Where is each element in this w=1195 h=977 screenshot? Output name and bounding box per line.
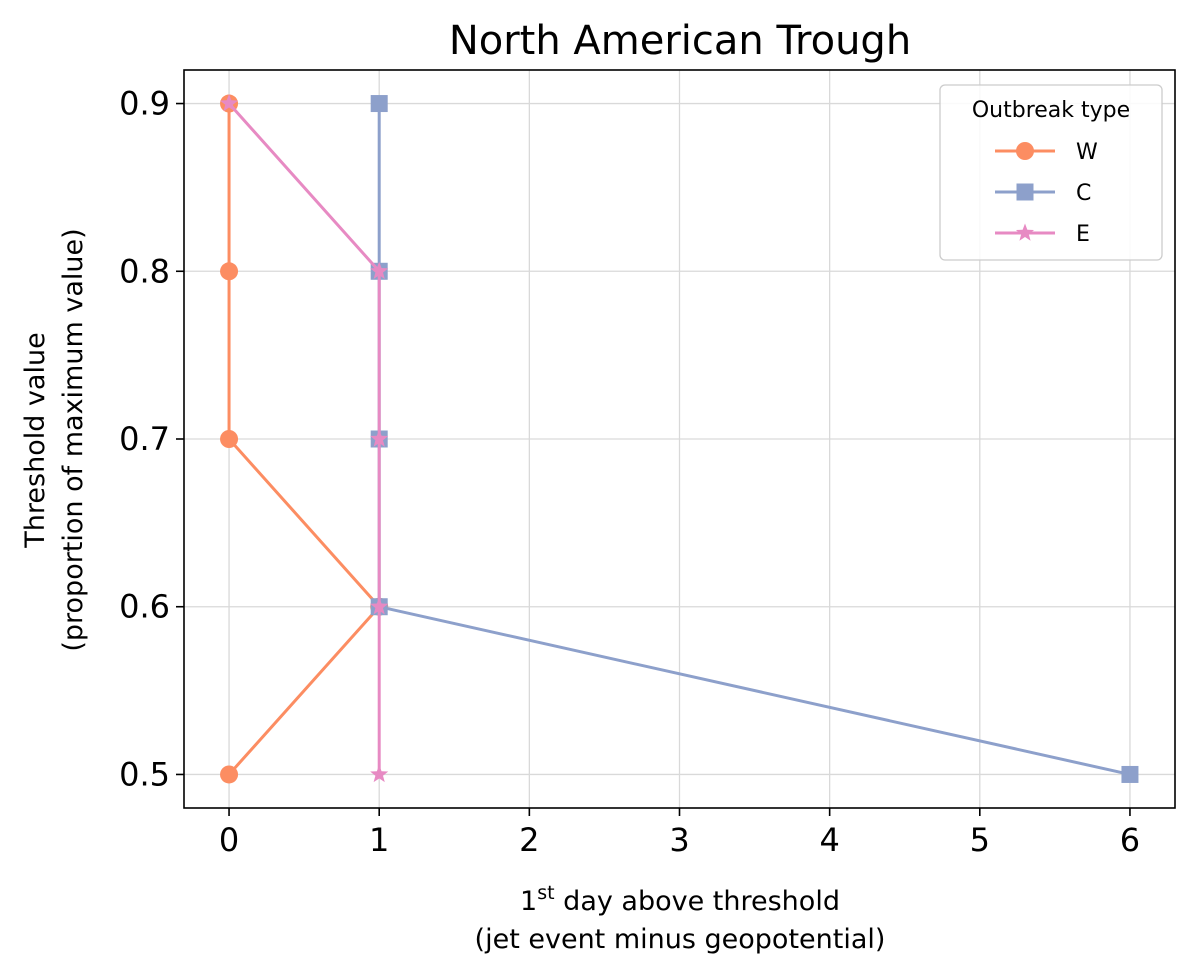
legend-entry-W: W bbox=[995, 140, 1098, 165]
x-tick-label: 2 bbox=[519, 821, 539, 859]
y-tick-label: 0.7 bbox=[119, 420, 170, 458]
x-axis-ticks: 0 1 2 3 4 5 6 bbox=[219, 808, 1140, 859]
legend-marker bbox=[1015, 223, 1035, 241]
x-tick-label: 3 bbox=[669, 821, 689, 859]
legend: Outbreak type WCE bbox=[939, 84, 1163, 261]
legend-label: E bbox=[1076, 222, 1090, 247]
x-tick-label: 1 bbox=[369, 821, 389, 859]
data-point-W bbox=[220, 430, 239, 448]
x-tick-label: 0 bbox=[219, 821, 239, 859]
data-point-W bbox=[220, 262, 239, 281]
data-point-E bbox=[370, 597, 389, 615]
legend-title: Outbreak type bbox=[972, 98, 1130, 123]
data-point-E bbox=[220, 94, 239, 112]
legend-marker bbox=[1016, 183, 1034, 201]
series-E bbox=[220, 94, 389, 783]
legend-label: C bbox=[1076, 181, 1091, 206]
y-tick-label: 0.5 bbox=[119, 755, 170, 793]
y-tick-label: 0.8 bbox=[119, 252, 170, 290]
data-point-C bbox=[1121, 765, 1139, 783]
x-axis-label-suffix: day above threshold bbox=[555, 886, 840, 917]
chart-title: North American Trough bbox=[449, 18, 911, 64]
legend-entry-E: E bbox=[995, 222, 1090, 247]
y-axis-ticks: 0.5 0.6 0.7 0.8 0.9 bbox=[119, 85, 184, 793]
x-tick-label: 6 bbox=[1120, 821, 1140, 859]
data-point-E bbox=[370, 429, 389, 447]
legend-entry-C: C bbox=[995, 181, 1091, 206]
data-point-E bbox=[370, 261, 389, 279]
legend-label: W bbox=[1076, 140, 1098, 165]
data-point-W bbox=[220, 765, 239, 784]
y-axis-label-line2: (proportion of maximum value) bbox=[58, 228, 89, 651]
legend-marker bbox=[1016, 142, 1034, 160]
data-point-C bbox=[370, 95, 388, 113]
legend-box bbox=[939, 84, 1163, 261]
data-point-E bbox=[370, 764, 389, 783]
series-layer bbox=[220, 94, 1139, 784]
x-tick-label: 5 bbox=[970, 821, 990, 859]
x-axis-label: 1st day above threshold bbox=[520, 882, 840, 917]
y-axis-label: Threshold value bbox=[20, 332, 51, 548]
x-axis-label-prefix: 1 bbox=[520, 886, 537, 917]
legend-entries: WCE bbox=[995, 140, 1098, 247]
x-axis-label-line2: (jet event minus geopotential) bbox=[475, 924, 886, 955]
x-tick-label: 4 bbox=[819, 821, 839, 859]
x-axis-label-superscript: st bbox=[537, 882, 554, 904]
y-tick-label: 0.9 bbox=[119, 85, 170, 123]
y-tick-label: 0.6 bbox=[119, 588, 170, 626]
